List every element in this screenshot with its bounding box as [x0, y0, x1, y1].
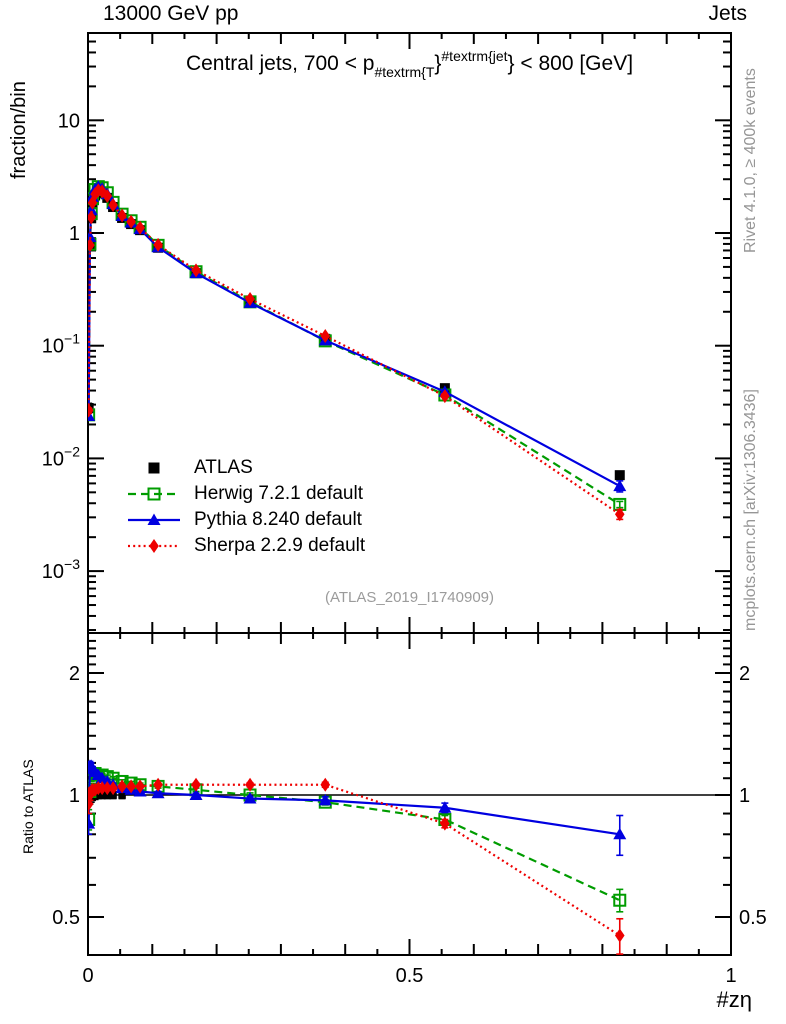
legend-label-pythia: Pythia 8.240 default	[194, 509, 362, 530]
legend-item-sherpa: Sherpa 2.2.9 default	[126, 533, 365, 559]
herwig-marker-icon	[128, 487, 180, 501]
series-herwig-ratio	[88, 766, 627, 913]
legend-label-herwig: Herwig 7.2.1 default	[194, 483, 363, 504]
series-atlas-main	[88, 187, 625, 481]
main-panel-series	[88, 180, 627, 522]
analysis-group-label: Jets	[708, 2, 747, 25]
plot-title-subscript: #textrm{T	[374, 64, 435, 80]
legend-label-atlas: ATLAS	[194, 457, 253, 478]
svg-text:2: 2	[69, 663, 80, 685]
series-pythia-main	[88, 180, 627, 493]
mcplots-reference-note: mcplots.cern.ch [arXiv:1306.3436]	[742, 389, 759, 631]
x-axis-title: #zη	[716, 987, 752, 1012]
y-main-tick-labels: 10 1 10−1 10−2 10−3	[42, 110, 80, 583]
plot-title-brace: }	[434, 52, 442, 75]
plot-title-prefix: Central jets, 700 < p	[185, 52, 375, 75]
y-ratio-tick-labels: 0.5 0.5 1 1 2 2	[52, 663, 767, 929]
y-axis-title-ratio: Ratio to ATLAS	[20, 759, 36, 854]
series-sherpa-main	[88, 183, 625, 522]
atlas-marker-icon	[148, 462, 160, 474]
svg-text:1: 1	[739, 785, 750, 807]
plot-title-brace2: }	[507, 52, 515, 75]
plot-title-superscript: #textrm{jet	[441, 48, 508, 64]
svg-text:10−1: 10−1	[42, 331, 80, 358]
series-sherpa-ratio	[88, 777, 625, 955]
plot-title: Central jets, 700 < p#textrm{T}#textrm{j…	[88, 48, 731, 80]
svg-text:10−2: 10−2	[42, 443, 80, 470]
y-axis-title-main: fraction/bin	[8, 81, 30, 179]
plot-title-suffix: < 800 [GeV]	[514, 52, 634, 75]
legend: ATLAS Herwig 7.2.1 default Pythia 8.240 …	[126, 455, 365, 559]
svg-text:0: 0	[82, 965, 93, 987]
ratio-panel-series	[88, 759, 731, 955]
svg-text:10−3: 10−3	[42, 556, 80, 583]
svg-text:1: 1	[69, 785, 80, 807]
x-tick-labels: 0 0.5 1	[82, 965, 736, 987]
pythia-marker-icon	[128, 513, 180, 525]
svg-text:10: 10	[58, 110, 80, 132]
legend-item-pythia: Pythia 8.240 default	[126, 507, 365, 533]
legend-item-atlas: ATLAS	[126, 455, 365, 481]
legend-label-sherpa: Sherpa 2.2.9 default	[194, 535, 366, 556]
beam-energy-label: 13000 GeV pp	[103, 2, 239, 25]
svg-text:0.5: 0.5	[739, 907, 767, 929]
sherpa-marker-icon	[128, 539, 180, 553]
svg-text:1: 1	[69, 223, 80, 245]
svg-text:1: 1	[725, 965, 736, 987]
analysis-id-watermark: (ATLAS_2019_I1740909)	[324, 589, 494, 606]
rivet-version-note: Rivet 4.1.0, ≥ 400k events	[742, 68, 759, 253]
svg-text:2: 2	[739, 663, 750, 685]
legend-item-herwig: Herwig 7.2.1 default	[126, 481, 365, 507]
svg-text:0.5: 0.5	[396, 965, 424, 987]
svg-text:0.5: 0.5	[52, 907, 80, 929]
series-pythia-ratio	[88, 759, 627, 857]
